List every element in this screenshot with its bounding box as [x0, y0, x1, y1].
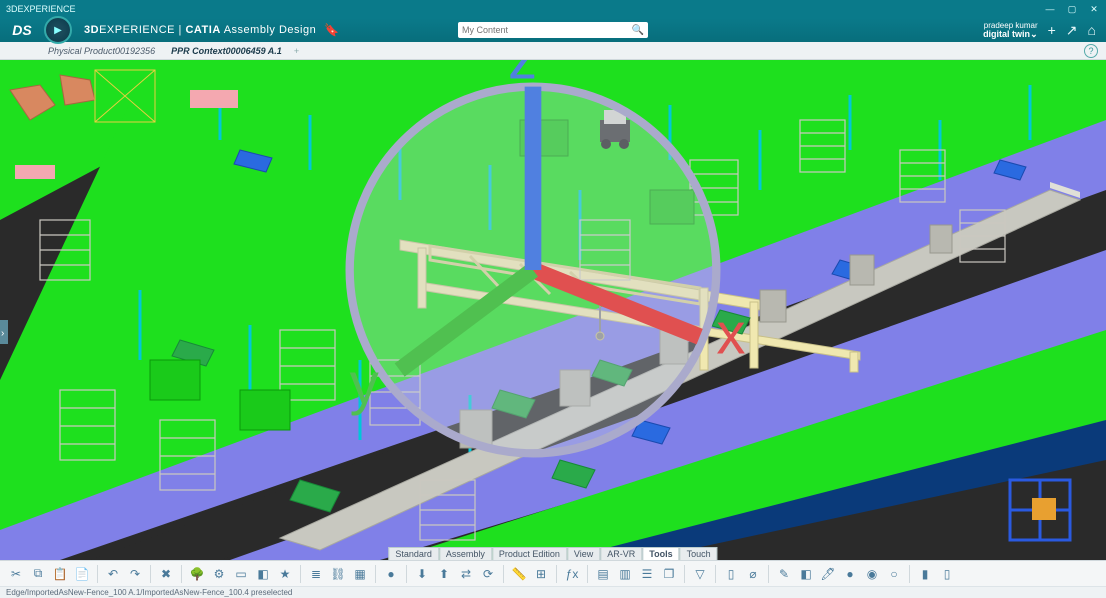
tool-copy[interactable]: ⧉ — [28, 564, 48, 584]
toolbar-separator — [375, 565, 376, 583]
tool-star[interactable]: ★ — [275, 564, 295, 584]
tool-eraser[interactable]: ◧ — [796, 564, 816, 584]
brand-prefix: 3D — [84, 24, 99, 36]
toolbar-separator — [300, 565, 301, 583]
ds-logo-icon[interactable]: DS — [6, 18, 38, 42]
tool-stack[interactable]: ☰ — [637, 564, 657, 584]
tool-sphere3[interactable]: ○ — [884, 564, 904, 584]
menutab-standard[interactable]: Standard — [388, 547, 439, 560]
os-titlebar: 3DEXPERIENCE — ▢ ✕ — [0, 0, 1106, 18]
tab-add-button[interactable]: + — [294, 46, 299, 56]
tool-sphere2[interactable]: ◉ — [862, 564, 882, 584]
toolbar-separator — [150, 565, 151, 583]
tool-sheet[interactable]: ▥ — [615, 564, 635, 584]
user-label[interactable]: pradeep kumar digital twin⌄ — [983, 21, 1038, 39]
svg-text:x: x — [716, 301, 745, 366]
menutab-product-edition[interactable]: Product Edition — [492, 547, 567, 560]
menutab-tools[interactable]: Tools — [642, 547, 679, 560]
compass-icon[interactable]: ▶ — [44, 16, 72, 44]
brand-app: CATIA — [185, 24, 220, 36]
brand-sep: | — [175, 24, 185, 36]
svg-text:z: z — [508, 60, 537, 91]
help-icon[interactable]: ? — [1084, 44, 1098, 58]
tool-layers[interactable]: ≣ — [306, 564, 326, 584]
search-input[interactable] — [462, 25, 632, 35]
tool-constrain[interactable]: ⊞ — [531, 564, 551, 584]
window-title: 3DEXPERIENCE — [6, 4, 76, 14]
tool-redo[interactable]: ↷ — [125, 564, 145, 584]
toolbar-separator — [503, 565, 504, 583]
tool-window[interactable]: ❐ — [659, 564, 679, 584]
tool-props[interactable]: ⚙ — [209, 564, 229, 584]
status-bar: Edge/ImportedAsNew-Fence_100 A.1/Importe… — [0, 586, 1106, 598]
tool-table[interactable]: ▤ — [593, 564, 613, 584]
tool-export[interactable]: ⬆ — [434, 564, 454, 584]
toolbar-separator — [768, 565, 769, 583]
tool-brush[interactable]: 🖊 — [818, 564, 838, 584]
tool-pencil[interactable]: ✎ — [774, 564, 794, 584]
tool-scissors[interactable]: ✂ — [6, 564, 26, 584]
tool-paste[interactable]: 📋 — [50, 564, 70, 584]
tool-undo[interactable]: ↶ — [103, 564, 123, 584]
app-header: DS ▶ 3DEXPERIENCE | CATIA Assembly Desig… — [0, 18, 1106, 42]
tool-import[interactable]: ⬇ — [412, 564, 432, 584]
toolbar-separator — [181, 565, 182, 583]
status-text: Edge/ImportedAsNew-Fence_100 A.1/Importe… — [6, 588, 292, 597]
tool-col2[interactable]: ▯ — [937, 564, 957, 584]
tool-select[interactable]: ▭ — [231, 564, 251, 584]
tool-col1[interactable]: ▮ — [915, 564, 935, 584]
bottom-toolbar: ✂⧉📋📄↶↷✖🌳⚙▭◧★≣⛓▦●⬇⬆⇄⟳📏⊞ƒx▤▥☰❐▽▯⌀✎◧🖊●◉○▮▯ — [0, 560, 1106, 586]
tool-fastener[interactable]: ⌀ — [743, 564, 763, 584]
tool-grid[interactable]: ▦ — [350, 564, 370, 584]
user-space: digital twin — [983, 29, 1030, 39]
tab-active[interactable]: PPR Context00006459 A.1 — [163, 46, 290, 56]
tool-doc[interactable]: ▯ — [721, 564, 741, 584]
axis-gizmo[interactable]: x y z — [0, 60, 1086, 520]
tool-highlight[interactable]: ◧ — [253, 564, 273, 584]
tool-refresh[interactable]: ⟳ — [478, 564, 498, 584]
tab-inactive[interactable]: Physical Product00192356 — [40, 46, 163, 56]
tool-ruler[interactable]: 📏 — [509, 564, 529, 584]
svg-text:y: y — [350, 351, 380, 416]
tool-sphere1[interactable]: ● — [840, 564, 860, 584]
home-icon[interactable]: ⌂ — [1088, 22, 1096, 38]
tool-filter[interactable]: ▽ — [690, 564, 710, 584]
brand-sub: Assembly Design — [221, 24, 316, 36]
chevron-down-icon: ⌄ — [1030, 29, 1038, 39]
tool-fx[interactable]: ƒx — [562, 564, 582, 584]
toolbar-separator — [406, 565, 407, 583]
document-tabbar: Physical Product00192356 PPR Context0000… — [0, 42, 1106, 60]
tag-icon[interactable]: 🔖 — [324, 23, 339, 37]
menutab-assembly[interactable]: Assembly — [439, 547, 492, 560]
brand-label: 3DEXPERIENCE | CATIA Assembly Design — [84, 24, 316, 36]
close-button[interactable]: ✕ — [1088, 4, 1100, 15]
toolbar-separator — [556, 565, 557, 583]
toolbar-separator — [715, 565, 716, 583]
viewport-3d[interactable]: › x y z StandardAssemblyProduct EditionV… — [0, 60, 1106, 560]
toolbar-separator — [97, 565, 98, 583]
tool-swap[interactable]: ⇄ — [456, 564, 476, 584]
tool-dot[interactable]: ● — [381, 564, 401, 584]
menutab-touch[interactable]: Touch — [680, 547, 718, 560]
tool-clipboard[interactable]: 📄 — [72, 564, 92, 584]
search-icon[interactable]: 🔍 — [632, 25, 644, 36]
minimize-button[interactable]: — — [1044, 4, 1056, 15]
search-box[interactable]: 🔍 — [458, 22, 648, 38]
share-icon[interactable]: ↗ — [1066, 22, 1078, 39]
menutab-ar-vr[interactable]: AR-VR — [600, 547, 642, 560]
brand-main: EXPERIENCE — [99, 24, 175, 36]
add-icon[interactable]: + — [1048, 22, 1056, 38]
action-tabbar: StandardAssemblyProduct EditionViewAR-VR… — [388, 547, 717, 560]
tool-link[interactable]: ⛓ — [328, 564, 348, 584]
toolbar-separator — [909, 565, 910, 583]
tool-tree[interactable]: 🌳 — [187, 564, 207, 584]
toolbar-separator — [684, 565, 685, 583]
maximize-button[interactable]: ▢ — [1066, 4, 1078, 15]
menutab-view[interactable]: View — [567, 547, 600, 560]
tool-delete[interactable]: ✖ — [156, 564, 176, 584]
toolbar-separator — [587, 565, 588, 583]
